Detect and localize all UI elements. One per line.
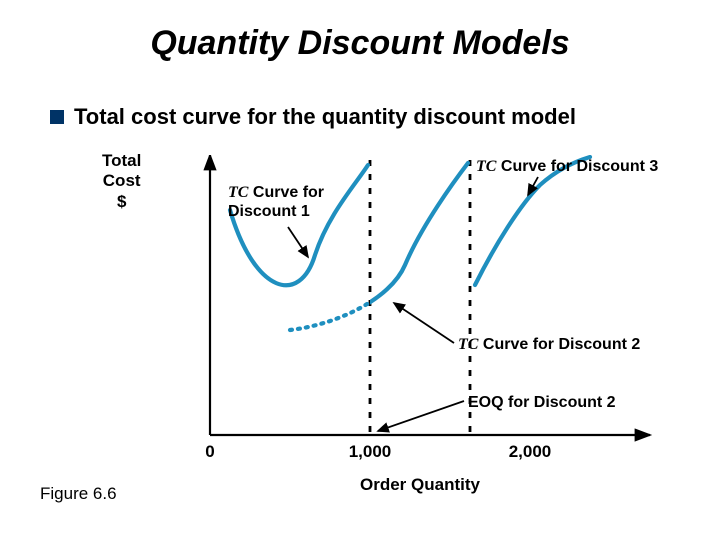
tc-curve-3 — [475, 157, 590, 285]
tc-curve-3-dotted — [475, 157, 590, 285]
figure-caption: Figure 6.6 — [40, 484, 117, 504]
page-title: Quantity Discount Models — [0, 24, 720, 63]
label-tc2: TC Curve for Discount 2 — [458, 335, 640, 354]
tc1-arrow — [288, 227, 308, 257]
bullet-row: Total cost curve for the quantity discou… — [50, 104, 576, 130]
label-eoq2: EOQ for Discount 2 — [468, 393, 616, 412]
x-axis-label: Order Quantity — [360, 475, 480, 495]
y-axis-label: Total Cost $ — [102, 151, 141, 212]
x-tick-1: 1,000 — [349, 442, 392, 461]
x-tick-2: 2,000 — [509, 442, 552, 461]
bullet-icon — [50, 110, 64, 124]
label-tc3: TC Curve for Discount 3 — [476, 157, 658, 176]
eoq-arrow — [378, 401, 464, 431]
x-tick-0: 0 — [205, 442, 214, 461]
tc2-arrow — [394, 303, 454, 343]
label-tc1: TC Curve for Discount 1 — [228, 183, 324, 221]
bullet-text: Total cost curve for the quantity discou… — [74, 104, 576, 130]
